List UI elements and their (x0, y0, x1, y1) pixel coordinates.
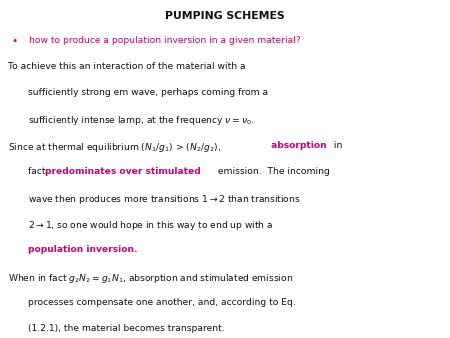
Text: sufficiently intense lamp, at the frequency $\nu = \nu_0$.: sufficiently intense lamp, at the freque… (28, 114, 254, 127)
Text: To achieve this an interaction of the material with a: To achieve this an interaction of the ma… (8, 62, 246, 71)
Text: Since at thermal equilibrium ($N_1/g_1$) > ($N_2/g_2$),: Since at thermal equilibrium ($N_1/g_1$)… (8, 141, 221, 154)
Text: sufficiently strong em wave, perhaps coming from a: sufficiently strong em wave, perhaps com… (28, 88, 268, 97)
Text: PUMPING SCHEMES: PUMPING SCHEMES (165, 11, 285, 21)
Text: •: • (11, 35, 18, 46)
Text: emission.  The incoming: emission. The incoming (215, 167, 330, 176)
Text: population inversion.: population inversion. (28, 245, 137, 254)
Text: processes compensate one another, and, according to Eq.: processes compensate one another, and, a… (28, 298, 296, 307)
Text: absorption: absorption (268, 141, 326, 150)
Text: in: in (331, 141, 342, 150)
Text: 2$\rightarrow$1, so one would hope in this way to end up with a: 2$\rightarrow$1, so one would hope in th… (28, 219, 273, 232)
Text: (1.2.1), the material becomes transparent.: (1.2.1), the material becomes transparen… (28, 324, 225, 333)
Text: how to produce a population inversion in a given material?: how to produce a population inversion in… (29, 35, 301, 45)
Text: When in fact $g_2N_2 = g_1N_1$, absorption and stimulated emission: When in fact $g_2N_2 = g_1N_1$, absorpti… (8, 272, 293, 285)
Text: predominates over stimulated: predominates over stimulated (45, 167, 201, 176)
Text: fact: fact (28, 167, 48, 176)
Text: wave then produces more transitions 1$\rightarrow$2 than transitions: wave then produces more transitions 1$\r… (28, 193, 301, 206)
